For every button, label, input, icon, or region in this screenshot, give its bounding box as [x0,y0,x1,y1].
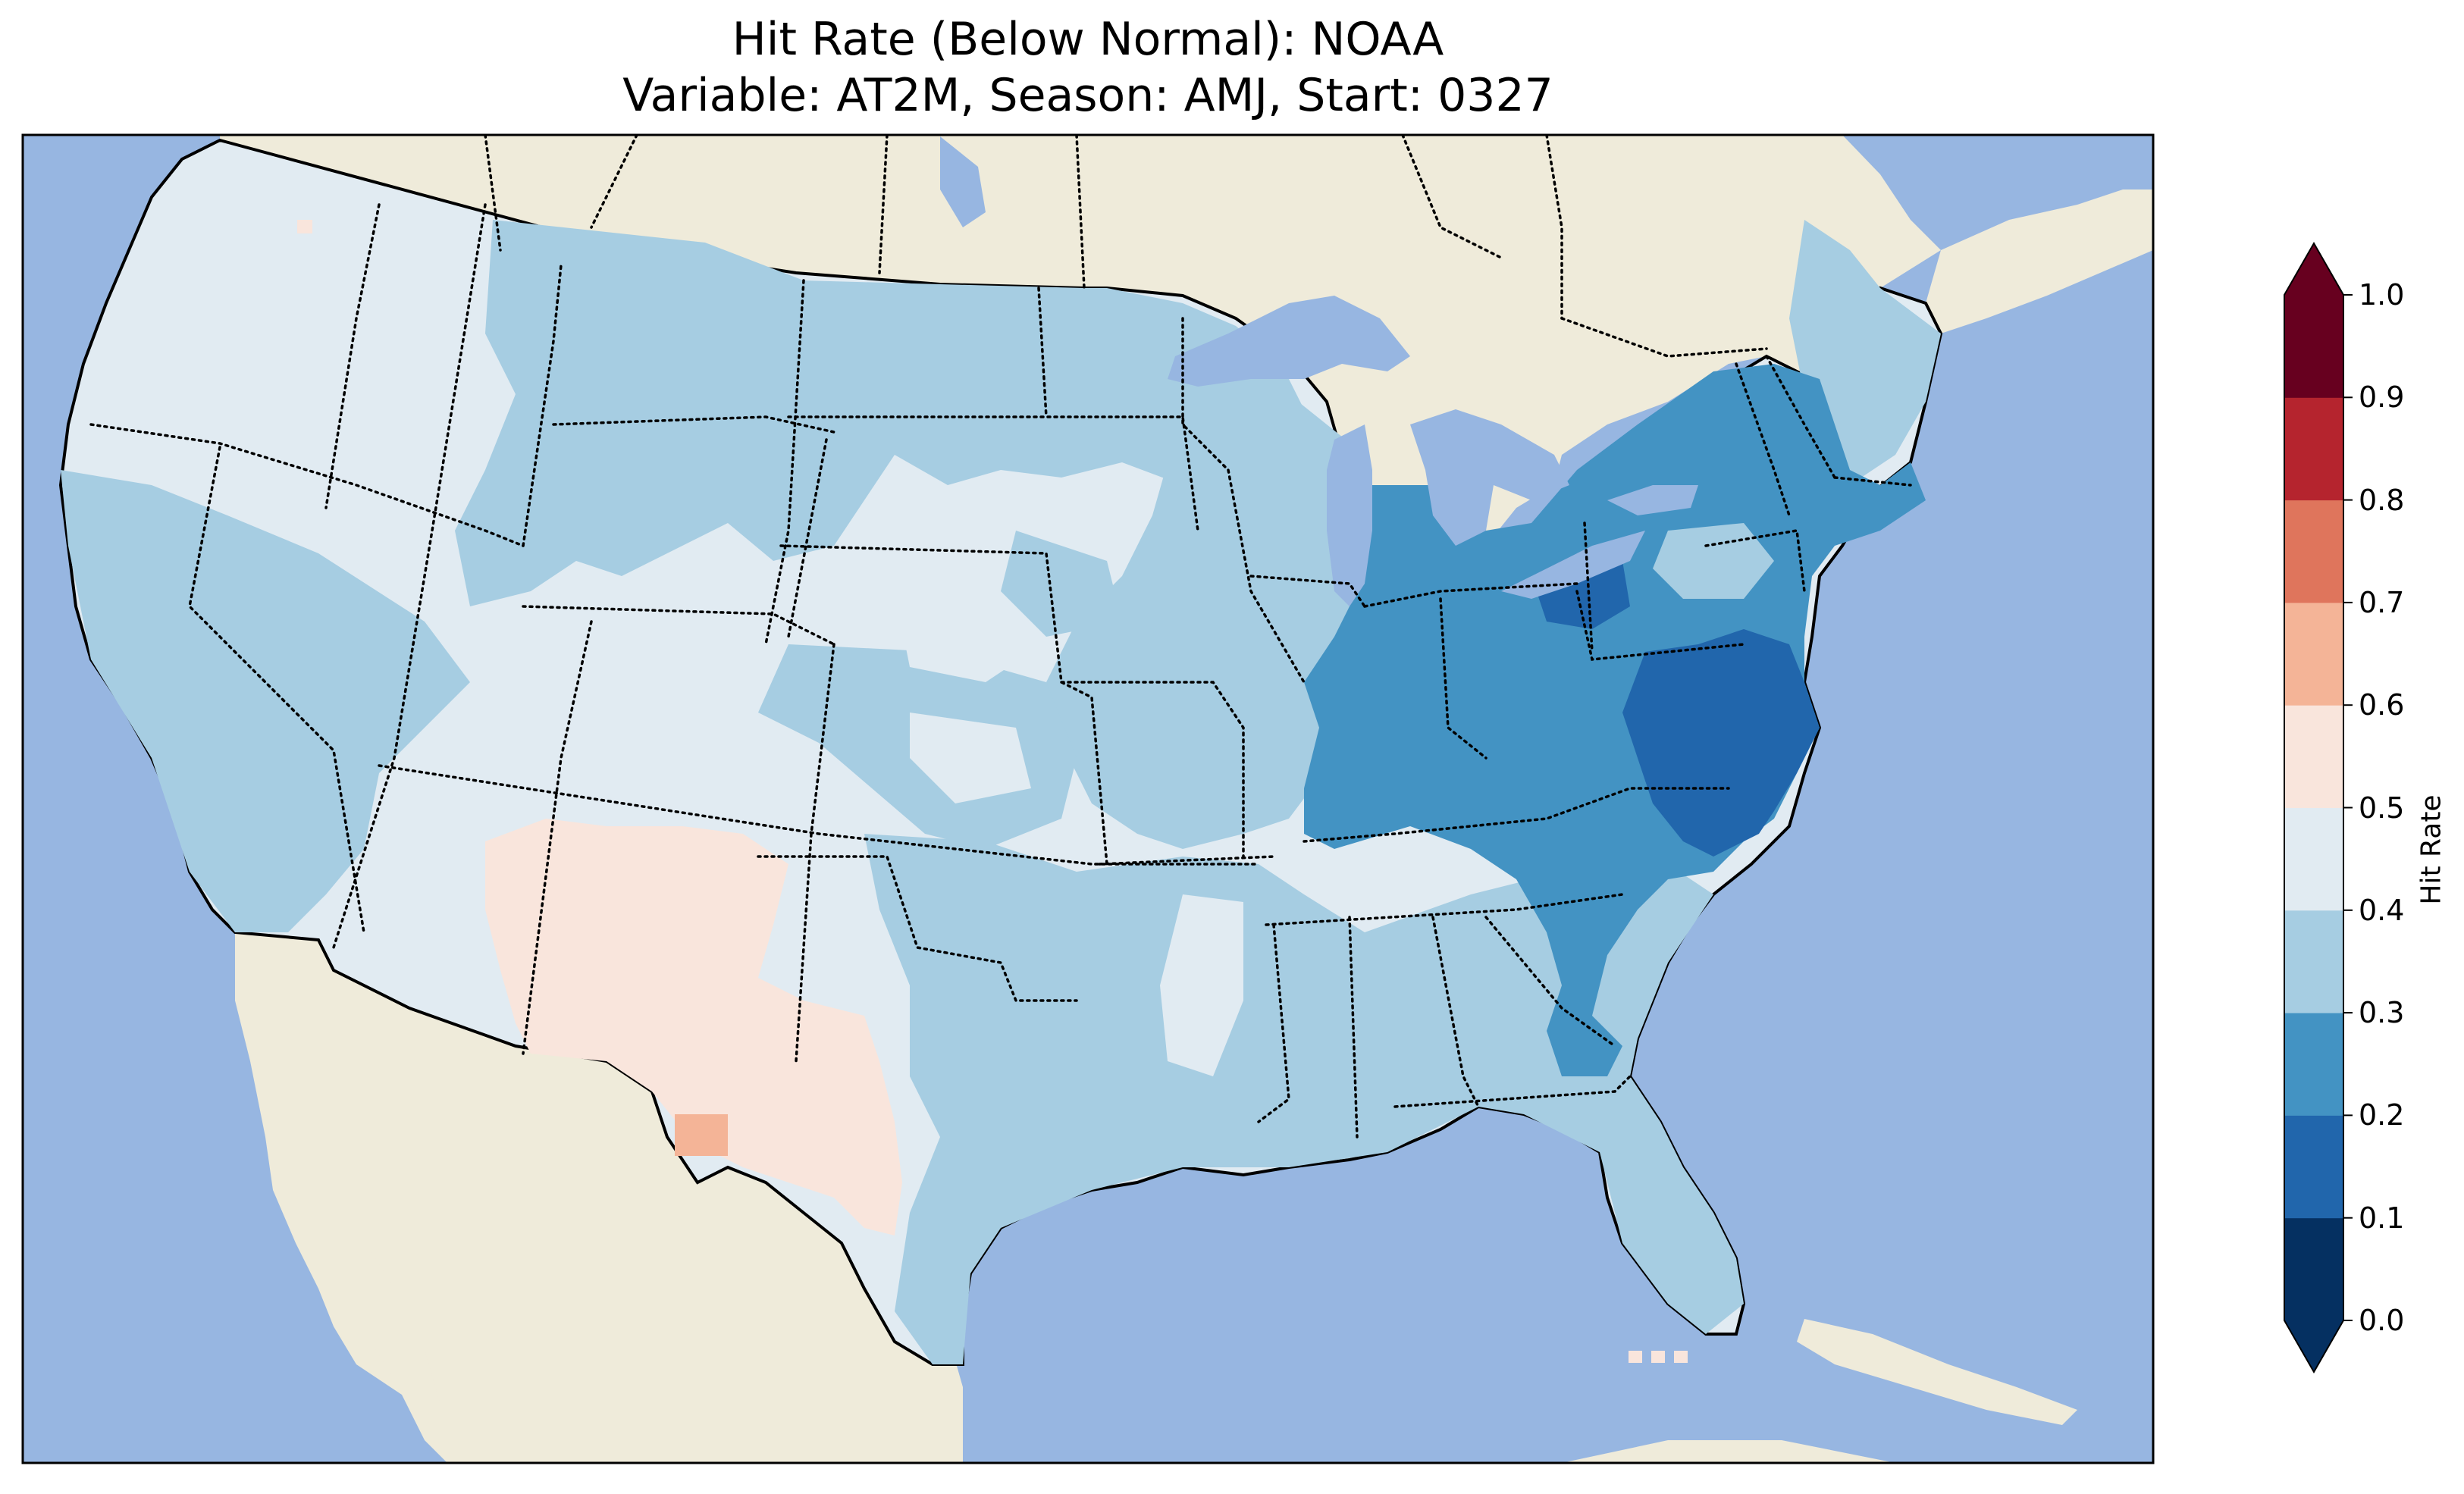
keys-dots [1629,1351,1688,1363]
map-frame [21,133,2155,1464]
colorbar-tick-label: 0.9 [2359,381,2405,415]
colorbar-extend-min [2284,1320,2343,1372]
chart-title-line-1: Hit Rate (Below Normal): NOAA [732,13,1444,66]
colorbar-tick-label: 0.0 [2359,1304,2405,1337]
lake-winnipeg-hint [940,136,986,227]
field-bin-0.1-0.2 [1622,629,1820,857]
colorbar-bin-0.6-0.7 [2284,602,2343,706]
cuba-land [1797,1319,2077,1425]
province-borders [484,135,1768,358]
colorbar-extend-max [2284,243,2343,295]
colorbar-bin-0.9-1 [2284,295,2343,398]
state-borders [89,203,1912,1139]
field-bin-0.3-0.4 [61,220,1941,1364]
field-bin-0.5-0.6-dot [297,220,312,233]
mexico-land [235,932,963,1463]
field-bin-0.5-0.6 [485,819,902,1236]
great-lakes [940,136,1698,606]
colorbar-tick-label: 0.4 [2359,893,2405,927]
colorbar-bin-0.3-0.4 [2284,910,2343,1013]
colorbar-tick-label: 0.3 [2359,996,2405,1030]
colorbar-bin-0.2-0.3 [2284,1013,2343,1116]
lake-ontario [1607,485,1698,515]
colorbar-tick-label: 0.5 [2359,791,2405,825]
colorbar-tick-label: 0.7 [2359,585,2405,619]
colorbar-bin-0.8-0.9 [2284,397,2343,501]
colorbar-tick-label: 1.0 [2359,278,2405,312]
field-bin-0.3-0.4-pa [1653,523,1774,599]
colorbar-tick-label: 0.6 [2359,688,2405,722]
colorbar-tick-label: 0.8 [2359,483,2405,517]
colorbar-label: Hit Rate [2415,794,2447,905]
colorbar-bin-0-0.1 [2284,1217,2343,1321]
lake-erie [1501,531,1645,599]
field-bin-0.6-0.7 [675,1114,728,1156]
colorbar-bin-0.5-0.6 [2284,705,2343,808]
south-border-land [1562,1440,1895,1463]
colorbar-tick-label: 0.2 [2359,1098,2405,1132]
canada-land [220,135,1941,614]
field-bin-0.4-0.5-islands [895,591,1243,1076]
chart-title-line-2: Variable: AT2M, Season: AMJ, Start: 0327 [622,69,1553,122]
colorbar [2284,241,2353,1374]
colorbar-tick-label: 0.1 [2359,1201,2405,1235]
colorbar-bin-0.7-0.8 [2284,500,2343,603]
colorbar-bin-0.4-0.5 [2284,807,2343,911]
lake-superior [1168,296,1410,387]
lake-michigan [1327,424,1372,606]
colorbar-bin-0.1-0.2 [2284,1115,2343,1219]
lake-huron [1410,409,1569,546]
baja-land [243,940,440,1417]
maritimes-land [1926,189,2153,334]
